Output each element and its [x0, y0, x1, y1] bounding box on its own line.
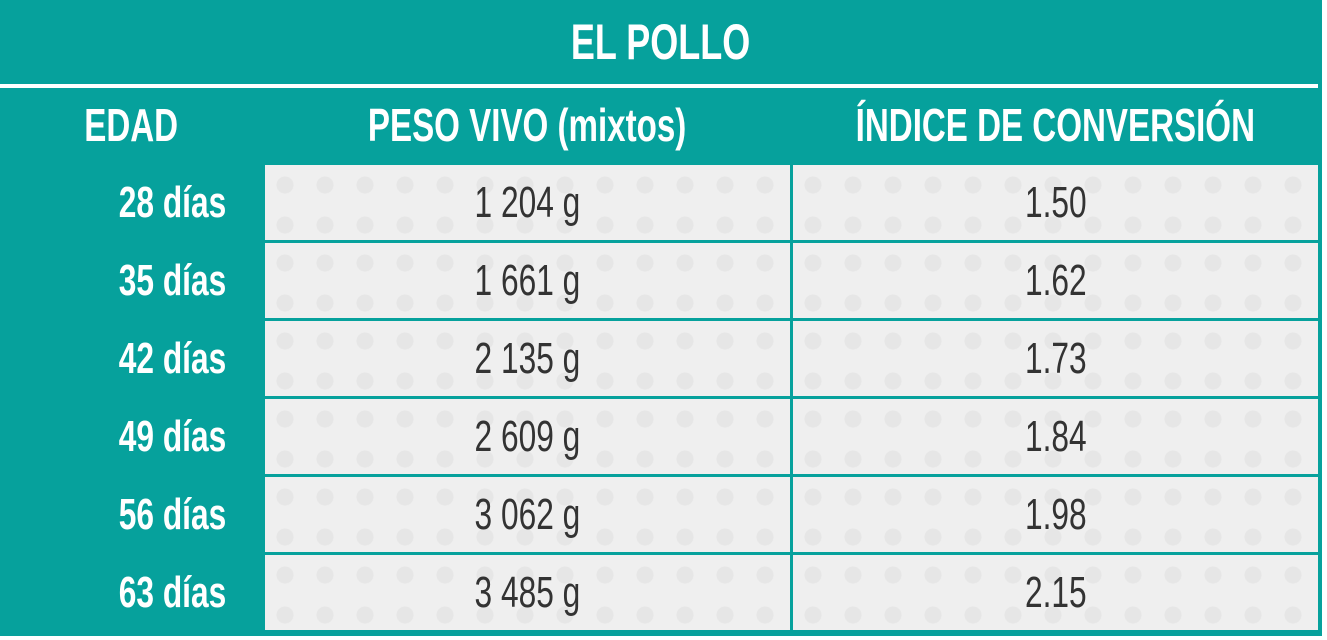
row-label-text: 56 días — [118, 489, 226, 539]
data-cell-text: 1.73 — [1024, 333, 1087, 383]
row-label: 56 días — [0, 477, 262, 552]
header-cell-text: PESO VIVO (mixtos) — [368, 99, 687, 151]
data-cell-text: 3 485 g — [474, 567, 581, 617]
data-cell: 3 062 g — [265, 477, 790, 552]
data-cell-text: 3 062 g — [474, 489, 581, 539]
header-cell-text: ÍNDICE DE CONVERSIÓN — [855, 99, 1256, 151]
data-cell: 1.50 — [793, 165, 1318, 240]
row-label: 35 días — [0, 243, 262, 318]
table-title: EL POLLO — [0, 0, 1322, 84]
data-cell-text: 1.98 — [1024, 489, 1087, 539]
data-cell: 3 485 g — [265, 555, 790, 630]
row-label: 49 días — [0, 399, 262, 474]
data-cell-text: 1.62 — [1024, 255, 1087, 305]
header-cell: ÍNDICE DE CONVERSIÓN — [793, 88, 1318, 162]
header-cell: EDAD — [0, 88, 262, 162]
data-cell: 1.73 — [793, 321, 1318, 396]
data-cell: 1 204 g — [265, 165, 790, 240]
row-label: 63 días — [0, 555, 262, 630]
row-label-text: 28 días — [118, 177, 226, 227]
data-cell: 1.98 — [793, 477, 1318, 552]
row-label-text: 49 días — [118, 411, 226, 461]
data-cell: 2 609 g — [265, 399, 790, 474]
data-cell-text: 2 609 g — [474, 411, 581, 461]
divider — [0, 84, 1318, 88]
data-cell: 1 661 g — [265, 243, 790, 318]
data-cell: 2 135 g — [265, 321, 790, 396]
header-cell-text: EDAD — [84, 99, 178, 151]
row-label-text: 42 días — [118, 333, 226, 383]
row-label: 42 días — [0, 321, 262, 396]
data-cell: 1.62 — [793, 243, 1318, 318]
data-cell-text: 1 204 g — [474, 177, 581, 227]
title-text: EL POLLO — [571, 14, 751, 70]
data-cell-text: 2 135 g — [474, 333, 581, 383]
data-cell-text: 1.50 — [1024, 177, 1087, 227]
row-label-text: 63 días — [118, 567, 226, 617]
data-cell-text: 2.15 — [1024, 567, 1087, 617]
data-cell-text: 1 661 g — [474, 255, 581, 305]
data-cell-text: 1.84 — [1024, 411, 1087, 461]
data-cell: 2.15 — [793, 555, 1318, 630]
row-label-text: 35 días — [118, 255, 226, 305]
data-cell: 1.84 — [793, 399, 1318, 474]
row-label: 28 días — [0, 165, 262, 240]
header-cell: PESO VIVO (mixtos) — [265, 88, 790, 162]
